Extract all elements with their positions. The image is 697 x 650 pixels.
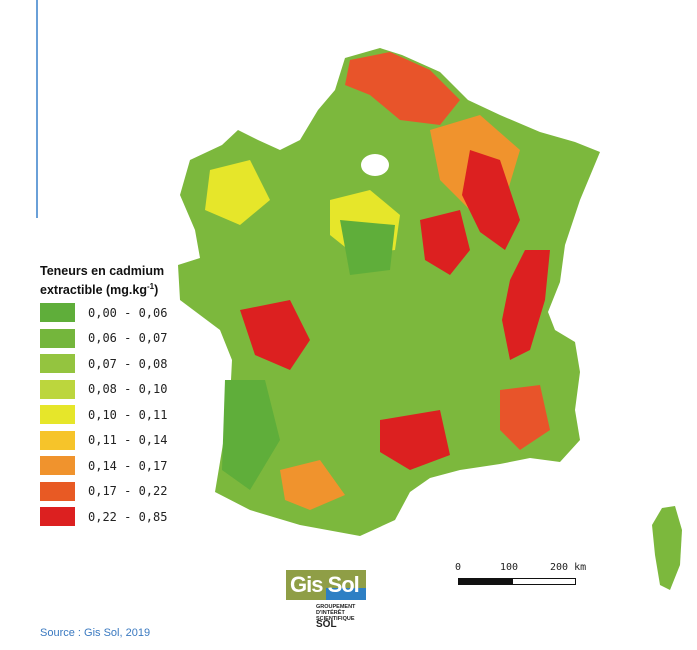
legend-swatch [40,456,75,476]
legend-swatch [40,354,75,374]
legend-item: 0,08 - 0,10 [40,377,230,403]
legend-item: 0,14 - 0,17 [40,453,230,479]
paris-blank [361,154,389,176]
provence [500,385,550,450]
legend-swatch [40,328,75,348]
brittany-yellow [205,160,270,225]
legend-swatch [40,507,75,527]
legend-swatch [40,405,75,425]
legend-swatch [40,481,75,501]
south-massif [380,410,450,470]
legend-label: 0,07 - 0,08 [88,356,168,371]
legend-swatch [40,379,75,399]
center-green [340,220,395,275]
scale-label-0: 0 [455,562,462,573]
legend-item: 0,11 - 0,14 [40,428,230,454]
legend-label: 0,10 - 0,11 [88,407,168,422]
legend-label: 0,14 - 0,17 [88,458,168,473]
source-caption: Source : Gis Sol, 2019 [40,627,151,639]
north-region [345,52,460,125]
poitou [240,300,310,370]
scale-label-100: 100 [500,562,519,573]
scale-label-200: 200 km [550,562,587,573]
legend-title: Teneurs en cadmium extractible (mg.kg-1) [40,264,165,298]
legend-label: 0,17 - 0,22 [88,484,168,499]
legend-item: 0,06 - 0,07 [40,326,230,352]
burgundy [420,210,470,275]
legend-item: 0,22 - 0,85 [40,504,230,530]
scale-bar: 0 100 200 km [450,562,600,592]
corsica [652,506,682,590]
map-legend: Teneurs en cadmium extractible (mg.kg-1)… [40,263,230,530]
legend-label: 0,11 - 0,14 [88,433,168,448]
legend-swatch [40,430,75,450]
legend-label: 0,00 - 0,06 [88,305,168,320]
legend-item: 0,17 - 0,22 [40,479,230,505]
logo-subtitle: GROUPEMENT D'INTÉRÊT SCIENTIFIQUE SOL [316,604,356,630]
east-band [462,150,520,250]
south-west-orange [280,460,345,510]
scale-segment-black [458,578,514,585]
legend-swatch [40,303,75,323]
legend-item: 0,07 - 0,08 [40,351,230,377]
legend-label: 0,08 - 0,10 [88,382,168,397]
decorative-vertical-line [36,0,38,218]
scale-segment-white [512,578,576,585]
gis-sol-logo: Gis Sol GROUPEMENT D'INTÉRÊT SCIENTIFIQU… [286,570,376,630]
legend-label: 0,22 - 0,85 [88,509,168,524]
legend-item: 0,00 - 0,06 [40,300,230,326]
alps-band [502,250,550,360]
logo-text: Gis Sol [290,572,360,597]
legend-item: 0,10 - 0,11 [40,402,230,428]
legend-label: 0,06 - 0,07 [88,331,168,346]
landes-green [222,380,280,490]
